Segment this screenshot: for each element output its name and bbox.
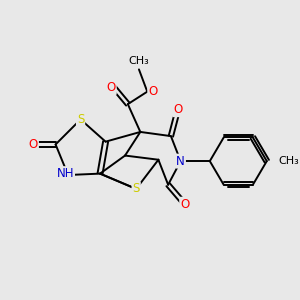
Text: NH: NH	[57, 167, 74, 180]
Text: O: O	[173, 103, 182, 116]
Text: S: S	[133, 182, 140, 195]
Text: O: O	[29, 138, 38, 151]
Text: N: N	[176, 154, 185, 168]
Text: CH₃: CH₃	[129, 56, 149, 66]
Text: O: O	[148, 85, 158, 98]
Text: O: O	[180, 198, 189, 211]
Text: O: O	[106, 81, 116, 94]
Text: CH₃: CH₃	[279, 156, 299, 166]
Text: S: S	[77, 113, 84, 126]
